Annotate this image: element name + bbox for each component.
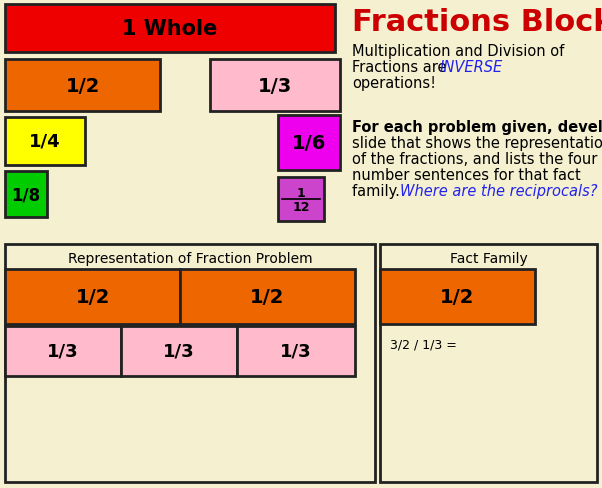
FancyBboxPatch shape (5, 244, 375, 482)
Text: of the fractions, and lists the four: of the fractions, and lists the four (352, 152, 597, 167)
FancyBboxPatch shape (237, 326, 355, 376)
Text: 1/6: 1/6 (292, 134, 326, 153)
Text: 1/3: 1/3 (280, 342, 312, 360)
Text: Where are the reciprocals?: Where are the reciprocals? (400, 183, 598, 199)
Text: 1/3: 1/3 (163, 342, 195, 360)
FancyBboxPatch shape (380, 269, 535, 325)
Text: 1/4: 1/4 (29, 133, 61, 151)
FancyBboxPatch shape (121, 326, 237, 376)
FancyBboxPatch shape (5, 326, 121, 376)
FancyBboxPatch shape (5, 118, 85, 165)
Text: Fractions are: Fractions are (352, 60, 451, 75)
Text: INVERSE: INVERSE (440, 60, 503, 75)
FancyBboxPatch shape (5, 269, 180, 325)
Text: 1/2: 1/2 (440, 287, 475, 306)
FancyBboxPatch shape (210, 60, 340, 112)
Text: 1: 1 (297, 186, 305, 200)
FancyBboxPatch shape (5, 172, 47, 218)
Text: For each problem given, develop a: For each problem given, develop a (352, 120, 602, 135)
Text: 1/3: 1/3 (47, 342, 79, 360)
Text: Fractions Blocks: Fractions Blocks (352, 8, 602, 37)
Text: 1/2: 1/2 (65, 76, 100, 95)
FancyBboxPatch shape (278, 178, 324, 222)
Text: operations!: operations! (352, 76, 436, 91)
Text: number sentences for that fact: number sentences for that fact (352, 168, 581, 183)
Text: 1/2: 1/2 (75, 287, 110, 306)
Text: Representation of Fraction Problem: Representation of Fraction Problem (67, 251, 312, 265)
FancyBboxPatch shape (5, 5, 335, 53)
FancyBboxPatch shape (380, 244, 597, 482)
Text: 1/8: 1/8 (11, 185, 40, 203)
Text: Multiplication and Division of: Multiplication and Division of (352, 44, 564, 59)
FancyBboxPatch shape (180, 269, 355, 325)
Text: family.: family. (352, 183, 405, 199)
Text: 12: 12 (292, 201, 310, 214)
Text: 3/2 / 1/3 =: 3/2 / 1/3 = (390, 337, 457, 350)
FancyBboxPatch shape (5, 60, 160, 112)
Text: slide that shows the representation: slide that shows the representation (352, 136, 602, 151)
Text: 1/3: 1/3 (258, 76, 292, 95)
Text: 1 Whole: 1 Whole (122, 19, 218, 39)
Text: Fact Family: Fact Family (450, 251, 527, 265)
Text: 1/2: 1/2 (250, 287, 285, 306)
FancyBboxPatch shape (278, 116, 340, 171)
